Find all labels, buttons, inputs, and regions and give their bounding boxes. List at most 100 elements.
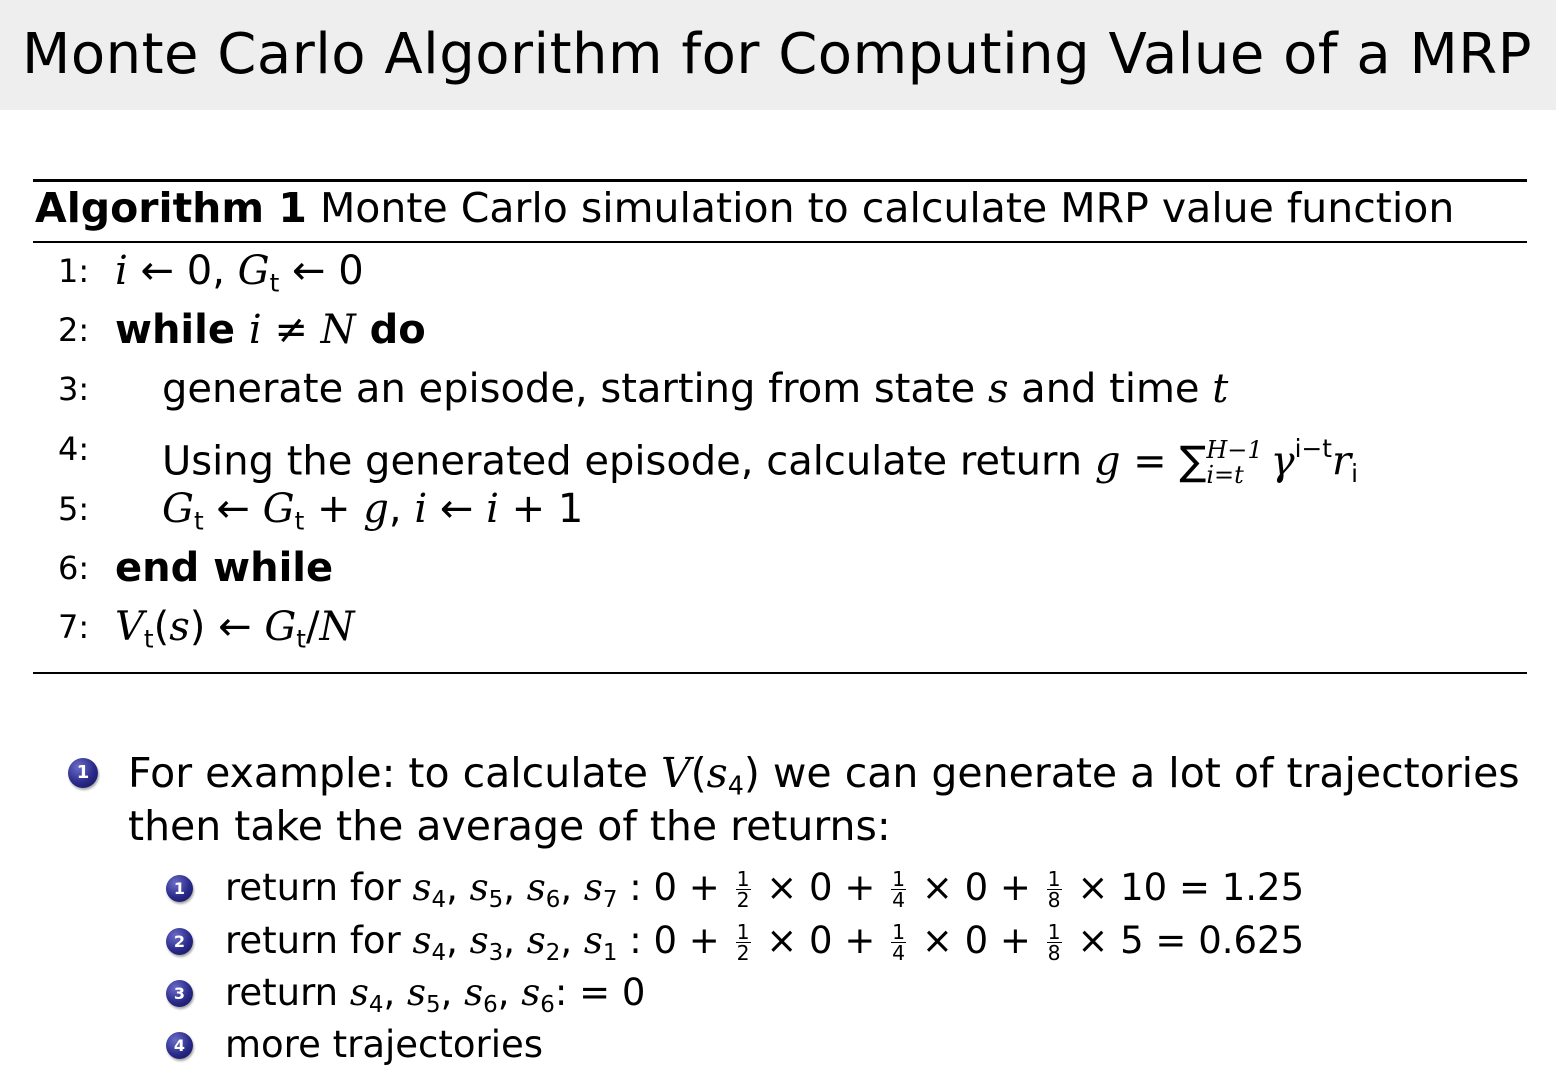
math-run: t: [143, 624, 154, 654]
math-run: G: [162, 486, 194, 532]
line-content: end while: [115, 540, 333, 596]
math-run: γ: [1270, 438, 1295, 485]
math-run: V: [661, 749, 691, 797]
numerator: 1: [735, 919, 751, 944]
text-run: return for: [225, 919, 413, 962]
numerator: 1: [1046, 866, 1062, 891]
math-run: 1: [602, 939, 618, 966]
text-run: return for: [225, 866, 413, 909]
trajectory-item: return s4, s5, s6, s6: = 0: [225, 967, 645, 1031]
text-run: ,: [383, 971, 408, 1014]
text-run: = ∑: [1120, 438, 1207, 485]
math-run: 4: [727, 770, 744, 801]
line-number: 1:: [58, 252, 90, 290]
line-content: Using the generated episode, calculate r…: [162, 421, 1358, 502]
sub-bullet-icon: 1: [166, 875, 193, 902]
algorithm-caption: Monte Carlo simulation to calculate MRP …: [319, 184, 1455, 232]
math-run: s: [169, 604, 190, 650]
math-run: s: [412, 919, 432, 962]
math-run: i: [1351, 458, 1358, 488]
denominator: 8: [1047, 888, 1061, 912]
text-run: and time: [1008, 366, 1213, 412]
math-run: N: [320, 307, 356, 353]
bullet-icon: 1: [68, 758, 98, 788]
text-run: × 0 +: [910, 919, 1043, 962]
algorithm-mid-rule: [33, 241, 1527, 243]
math-run: t: [1212, 366, 1229, 412]
math-run: 6: [545, 886, 561, 913]
math-run: s: [412, 866, 432, 909]
math-run: 6: [483, 991, 498, 1018]
text-run: /: [306, 604, 320, 650]
text-run: ,: [560, 919, 584, 962]
numerator: 1: [735, 866, 751, 891]
numerator: 1: [1046, 919, 1062, 944]
slide-title: Monte Carlo Algorithm for Computing Valu…: [22, 22, 1532, 87]
math-run: 4: [431, 886, 447, 913]
text-run: return: [225, 971, 350, 1014]
text-run: Using the generated episode, calculate r…: [162, 438, 1095, 485]
text-run: × 10 = 1.25: [1065, 866, 1305, 909]
algorithm-header: Algorithm 1 Monte Carlo simulation to ca…: [35, 184, 1454, 232]
line-number: 5:: [58, 490, 90, 528]
text-run: (: [690, 749, 707, 797]
title-bar: Monte Carlo Algorithm for Computing Valu…: [0, 0, 1556, 110]
math-run: s: [469, 866, 489, 909]
math-run: 4: [431, 939, 447, 966]
math-run: 3: [488, 939, 504, 966]
math-run: i: [414, 486, 428, 532]
denominator: 2: [736, 888, 750, 912]
math-run: t: [269, 268, 280, 298]
example-text-line: For example: to calculate V(s4) we can g…: [128, 747, 1520, 813]
denominator: 8: [1047, 941, 1061, 965]
math-run: i: [248, 307, 262, 353]
line-number: 7:: [58, 608, 90, 646]
text-run: ,: [388, 486, 415, 532]
text-run: : = 0: [554, 971, 646, 1014]
math-run: 7: [602, 886, 618, 913]
math-run: s: [349, 971, 369, 1014]
text-run: ← 0: [279, 248, 364, 294]
text-run: ,: [503, 866, 527, 909]
text-run: × 0 +: [754, 919, 888, 962]
text-run: then take the average of the returns:: [128, 802, 891, 850]
algorithm-label: Algorithm 1: [35, 184, 307, 232]
text-run: × 5 = 0.625: [1065, 919, 1305, 962]
math-run: s: [464, 971, 484, 1014]
math-run: while: [115, 307, 249, 353]
text-run: ) ←: [189, 604, 265, 650]
math-run: end while: [115, 545, 334, 591]
text-run: ,: [440, 971, 465, 1014]
math-run: s: [521, 971, 541, 1014]
denominator: 4: [892, 888, 906, 912]
math-run: s: [407, 971, 427, 1014]
text-run: generate an episode, starting from state: [162, 366, 988, 412]
line-number: 3:: [58, 370, 90, 408]
math-run: t: [296, 624, 307, 654]
sub-bullet-icon: 2: [166, 928, 193, 955]
text-run: For example: to calculate: [128, 749, 662, 797]
sub-bullet-icon: 3: [166, 980, 193, 1007]
math-run: s: [526, 919, 546, 962]
text-run: ,: [503, 919, 527, 962]
math-run: 5: [488, 886, 504, 913]
text-run: more trajectories: [225, 1023, 544, 1066]
text-run: : 0 +: [617, 866, 732, 909]
text-run: ,: [560, 866, 584, 909]
math-run: 2: [545, 939, 561, 966]
math-run: 5: [426, 991, 441, 1018]
text-run: ) we can generate a lot of trajectories: [743, 749, 1520, 797]
text-run: ,: [446, 919, 470, 962]
text-run: ←: [427, 486, 487, 532]
denominator: 4: [892, 941, 906, 965]
text-run: ← 0,: [127, 248, 238, 294]
math-run: 6: [540, 991, 555, 1018]
text-run: × 0 +: [754, 866, 888, 909]
line-content: while i ≠ N do: [115, 302, 426, 358]
math-run: i: [115, 248, 128, 294]
math-run: V: [115, 604, 144, 650]
numerator: 1: [891, 919, 907, 944]
text-run: : 0 +: [617, 919, 732, 962]
